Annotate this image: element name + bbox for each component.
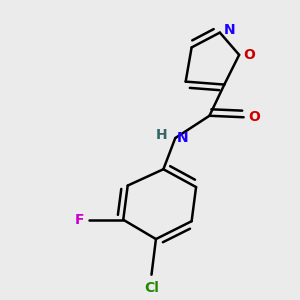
Text: N: N [224, 22, 235, 37]
Text: H: H [156, 128, 168, 142]
Text: N: N [177, 131, 188, 145]
Text: O: O [248, 110, 260, 124]
Text: F: F [75, 213, 85, 227]
Text: Cl: Cl [144, 280, 159, 295]
Text: O: O [244, 48, 256, 62]
